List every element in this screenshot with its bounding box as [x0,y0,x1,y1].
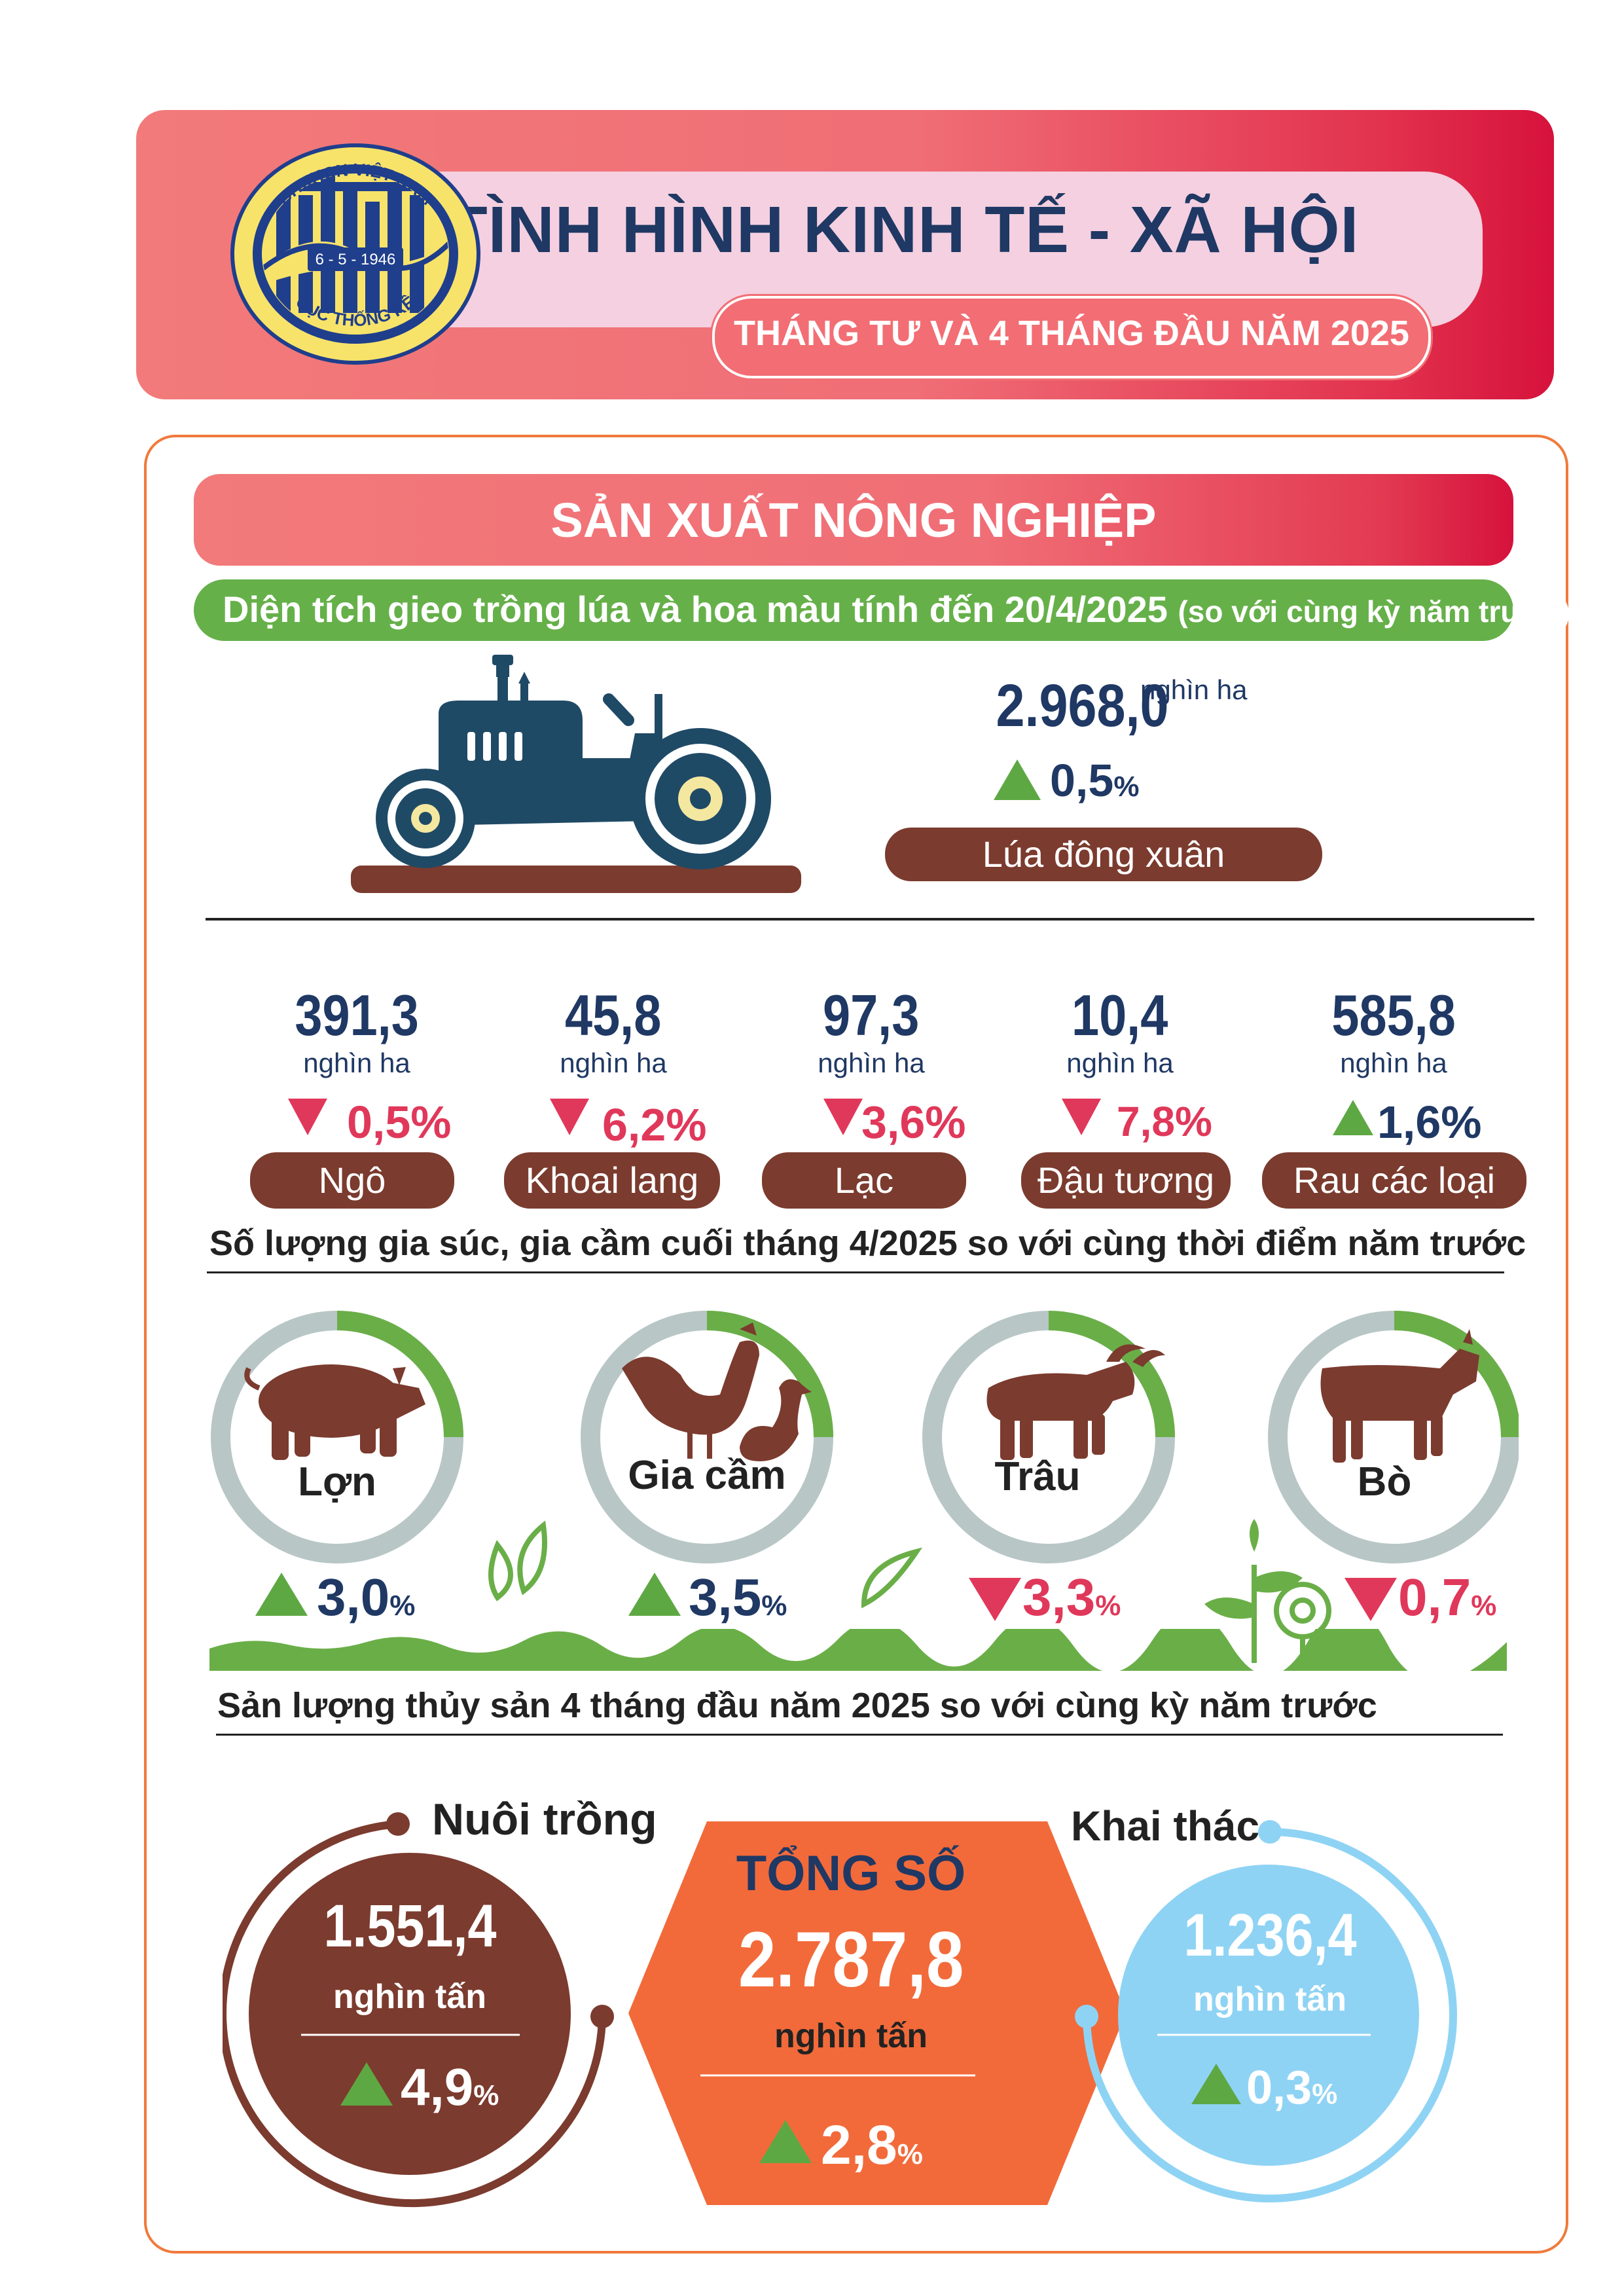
planting-heading-text: Diện tích gieo trồng lúa và hoa màu tính… [223,589,1168,630]
crop-value: 97,3 [823,983,920,1048]
crop-unit: nghìn ha [303,1048,410,1078]
livestock-change: 3,5% [689,1568,787,1626]
crop-value: 10,4 [1072,983,1168,1048]
crop-change: 3,6% [861,1097,966,1148]
crop-value: 391,3 [295,983,419,1048]
duck-icon [740,1379,812,1461]
section-bar [194,474,1513,566]
plant-icon [1204,1519,1303,1663]
planting-heading: Diện tích gieo trồng lúa và hoa màu tính… [223,588,1570,630]
livestock-change: 3,0% [317,1568,416,1626]
buffalo-icon [986,1344,1165,1460]
up-arrow-icon [1333,1100,1373,1135]
rice-value: 2.968,0 [996,672,1169,739]
farming-label: Nuôi trồng [432,1795,657,1844]
crop-value: 45,8 [565,983,662,1048]
livestock-graphics [211,1311,1519,1670]
total-unit: nghìn tấn [774,2017,928,2055]
rice-change: 0,5% [1050,755,1140,806]
crop-label: Ngô [250,1152,454,1209]
crop-unit: nghìn ha [818,1048,925,1078]
catching-label: Khai thác [1071,1802,1260,1850]
planting-heading-note: (so với cùng kỳ năm trước) [1178,594,1571,629]
crop-value: 585,8 [1331,983,1456,1048]
down-arrow-icon [550,1099,589,1135]
rice-up-arrow-icon [994,759,1041,800]
section-title: SẢN XUẤT NÔNG NGHIỆP [550,493,1157,547]
crop-change: 6,2% [602,1099,707,1150]
crop-label: Khoai lang [504,1152,720,1209]
total-change: 2,8% [821,2114,923,2176]
up-arrow-icon [255,1573,308,1616]
tractor-icon [351,655,801,893]
crop-unit: nghìn ha [560,1048,667,1078]
up-arrow-icon [340,2062,393,2106]
rooster-icon [622,1323,759,1459]
up-arrow-icon [628,1573,681,1616]
planting-heading-bar [194,579,1513,641]
crop-label: Đậu tương [1021,1152,1231,1209]
divider [206,918,1534,921]
crop-change: 0,5% [347,1097,452,1148]
down-arrow-icon [969,1578,1021,1621]
fishery-heading: Sản lượng thủy sản 4 tháng đầu năm 2025 … [217,1686,1377,1725]
page-title: TÌNH HÌNH KINH TẾ - XÃ HỘI [447,193,1360,266]
down-arrow-icon [823,1099,863,1135]
crop-unit: nghìn ha [1066,1048,1174,1078]
crop-label: Rau các loại [1262,1152,1526,1209]
subtitle-pill [712,296,1431,378]
rice-unit: nghìn ha [1140,674,1248,705]
down-arrow-icon [1344,1578,1397,1621]
total-value: 2.787,8 [738,1916,964,2003]
fishery-graphics [223,1812,1457,2208]
grass-strip [209,1629,1507,1671]
farming-change: 4,9% [401,2058,499,2116]
divider [207,1271,1504,1273]
livestock-change: 0,7% [1398,1568,1497,1626]
page-subtitle: THÁNG TƯ VÀ 4 THÁNG ĐẦU NĂM 2025 [734,314,1409,353]
livestock-change: 3,3% [1022,1568,1121,1626]
crop-change: 1,6% [1377,1097,1482,1148]
catching-unit: nghìn tấn [1193,1980,1346,2018]
animal-label: Gia cầm [628,1453,786,1498]
gso-logo: 6 - 5 - 1946 CHXHCN VIỆT NAM CỤC THỐNG K… [230,143,480,365]
animal-label: Bò [1357,1459,1412,1505]
animal-label: Trâu [994,1454,1081,1499]
livestock-heading: Số lượng gia súc, gia cầm cuối tháng 4/2… [209,1224,1526,1263]
rice-label: Lúa đông xuân [885,828,1322,881]
pig-icon [244,1364,425,1460]
leaf-decoration-icon [488,1520,923,1609]
catching-change: 0,3% [1246,2062,1338,2114]
cow-icon [1320,1329,1479,1463]
down-arrow-icon [1062,1099,1101,1135]
divider [216,1734,1503,1736]
farming-unit: nghìn tấn [333,1978,486,2016]
down-arrow-icon [288,1099,327,1135]
total-label: TỔNG SỐ [736,1846,966,1901]
logo-date: 6 - 5 - 1946 [316,251,396,268]
farming-value: 1.551,4 [323,1893,496,1960]
up-arrow-icon [759,2120,812,2163]
up-arrow-icon [1191,2064,1241,2104]
catching-value: 1.236,4 [1183,1902,1356,1969]
content-frame [144,435,1568,2254]
crop-label: Lạc [762,1152,966,1209]
crop-unit: nghìn ha [1340,1048,1447,1078]
crop-change: 7,8% [1117,1098,1212,1145]
animal-label: Lợn [298,1459,376,1505]
